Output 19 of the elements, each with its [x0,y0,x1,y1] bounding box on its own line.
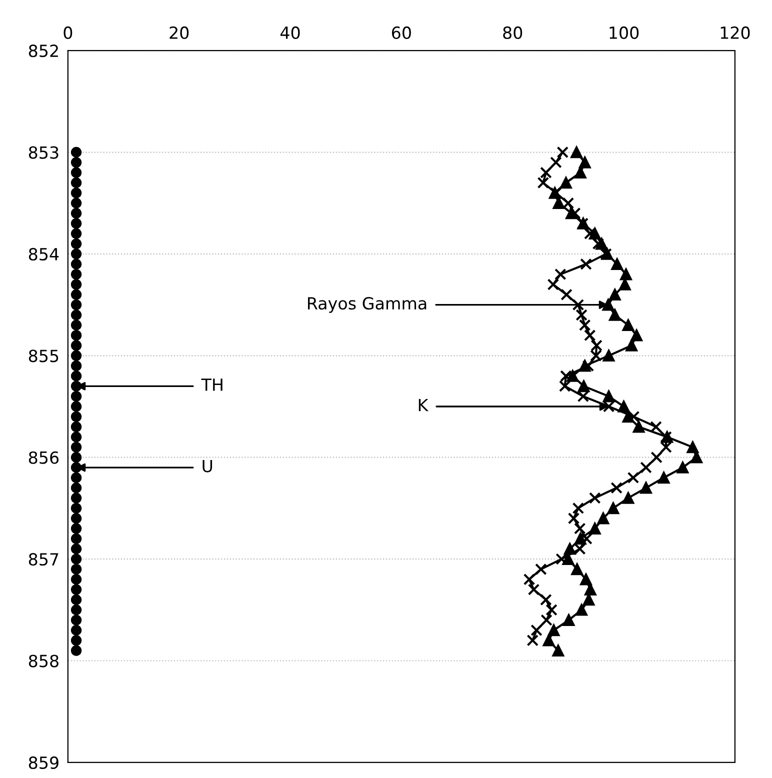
y-tick-label: 856 [28,451,59,464]
x-tick-label: 0 [64,26,72,40]
y-tick-label: 852 [28,44,58,58]
x-tick-label: 40 [280,26,300,40]
annotation: Rayos Gamma [308,297,426,313]
y-tick-label: 858 [28,654,58,668]
y-tick-label: 857 [28,553,58,566]
annotation: TH [201,378,222,391]
y-tick-label: 859 [28,756,58,770]
x-tick-label: 120 [720,26,750,40]
x-tick-label: 20 [170,26,189,40]
y-tick-label: 855 [28,350,58,362]
y-tick-label: 854 [28,248,59,261]
annotation: U [202,460,212,472]
annotation: K [418,398,429,412]
x-tick-label: 60 [392,26,411,40]
x-tick-label: 80 [503,26,522,40]
x-tick-label: 100 [610,26,639,40]
y-tick-label: 853 [28,146,58,159]
